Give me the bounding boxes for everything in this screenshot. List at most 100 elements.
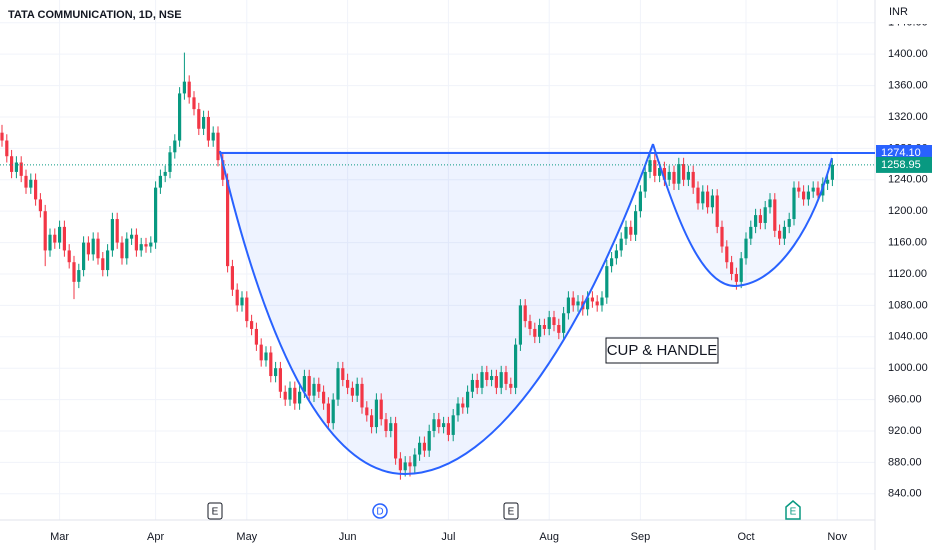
candle-body	[86, 242, 90, 255]
candle-body	[173, 140, 177, 153]
candle-body	[686, 171, 690, 180]
y-tick-label: 1400.00	[888, 48, 928, 60]
candle-body	[490, 376, 494, 380]
candle-body	[734, 273, 738, 282]
candle-body	[370, 415, 374, 428]
candle-body	[806, 191, 810, 200]
candle-body	[792, 187, 796, 220]
handle-curve	[652, 143, 833, 288]
cup-fill	[220, 144, 653, 474]
candle-body	[763, 207, 767, 223]
candle-body	[341, 368, 345, 380]
candle-body	[706, 191, 710, 208]
price-label-bg	[876, 156, 932, 173]
candle-body	[278, 368, 282, 392]
candle-body	[48, 234, 52, 251]
candle-body	[221, 160, 225, 180]
y-tick-label: 1240.00	[888, 174, 928, 186]
candle-body	[384, 419, 388, 431]
candle-body	[77, 270, 81, 282]
candle-body	[72, 262, 76, 282]
candle-body	[298, 391, 302, 404]
y-tick-label: 1160.00	[888, 236, 927, 248]
candle-body	[403, 462, 407, 471]
candle-body	[274, 368, 278, 377]
candle-body	[504, 372, 508, 384]
candle-body	[720, 226, 724, 247]
candle-body	[754, 215, 758, 227]
candle-body	[269, 352, 273, 377]
candle-body	[29, 179, 33, 188]
candle-body	[595, 301, 599, 306]
cup-curve	[219, 143, 654, 476]
candle-body	[826, 179, 830, 184]
candle-body	[437, 419, 441, 428]
y-tick-label: 1040.00	[888, 331, 928, 343]
candle-body	[475, 379, 479, 388]
candle-body	[168, 152, 172, 172]
candle-body	[758, 215, 762, 223]
candle-body	[101, 258, 105, 271]
candle-body	[470, 379, 474, 392]
candle-body	[662, 168, 666, 180]
candles	[0, 52, 834, 480]
candle-body	[120, 242, 124, 259]
y-tick-label: 920.00	[888, 425, 922, 437]
candle-body	[91, 238, 95, 255]
candle-body	[542, 325, 546, 329]
candle-body	[130, 234, 134, 239]
candle-body	[528, 321, 532, 329]
candle-body	[451, 415, 455, 435]
x-tick-label: Aug	[539, 531, 559, 543]
candle-body	[499, 372, 503, 388]
candle-body	[58, 226, 62, 243]
candle-body	[418, 442, 422, 455]
candle-body	[211, 132, 215, 141]
candle-body	[149, 242, 153, 247]
candle-body	[696, 187, 700, 204]
candle-body	[326, 403, 330, 424]
candle-body	[360, 383, 364, 408]
candle-body	[163, 171, 167, 176]
candle-body	[725, 246, 729, 263]
candle-body	[336, 368, 340, 400]
candle-body	[144, 244, 148, 247]
candle-body	[629, 226, 633, 235]
candle-body	[139, 244, 143, 251]
candle-body	[38, 199, 42, 212]
candle-body	[610, 258, 614, 267]
candle-body	[605, 266, 609, 298]
handle-fill	[653, 144, 832, 286]
candle-body	[427, 430, 431, 451]
candle-body	[67, 250, 71, 263]
candle-body	[322, 391, 326, 404]
candle-body	[240, 297, 244, 306]
candle-body	[797, 187, 801, 192]
candle-body	[634, 211, 638, 235]
candle-body	[778, 230, 782, 239]
candle-body	[682, 164, 686, 180]
y-tick-label: 840.00	[888, 488, 922, 500]
candle-body	[389, 423, 393, 431]
candle-body	[379, 399, 383, 420]
candle-body	[331, 399, 335, 424]
event-icon	[372, 503, 388, 519]
candle-body	[134, 234, 138, 251]
candle-body	[192, 97, 196, 110]
candle-body	[672, 171, 676, 184]
y-tick-label: 1000.00	[888, 362, 928, 374]
candle-body	[710, 195, 714, 208]
candle-body	[768, 199, 772, 208]
candle-body	[259, 344, 263, 361]
annotation: CUP & HANDLE	[607, 342, 718, 359]
candle-body	[216, 132, 220, 161]
candle-body	[178, 93, 182, 141]
candle-body	[413, 454, 417, 467]
candle-body	[110, 219, 114, 251]
candle-body	[206, 116, 210, 141]
candle-body	[571, 297, 575, 306]
candle-body	[264, 352, 268, 361]
candle-body	[538, 325, 542, 337]
candle-body	[658, 168, 662, 176]
